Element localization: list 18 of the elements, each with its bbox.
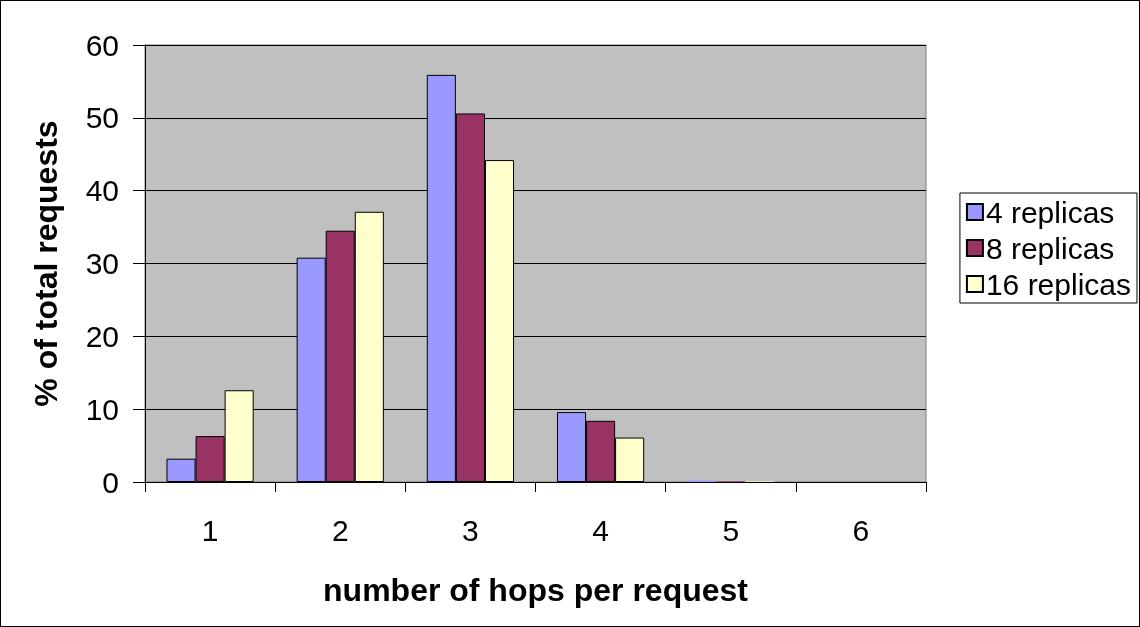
y-tick-label: 50 bbox=[85, 101, 119, 135]
legend-label: 8 replicas bbox=[985, 231, 1115, 265]
x-tick-label: 5 bbox=[722, 513, 740, 547]
y-tick-label: 30 bbox=[85, 247, 119, 280]
y-tick-label: 20 bbox=[85, 319, 119, 353]
x-tick-label: 6 bbox=[852, 513, 870, 547]
x-tick-label: 3 bbox=[462, 513, 479, 547]
y-tick-label: 60 bbox=[85, 28, 119, 62]
legend-label: 16 replicas bbox=[985, 267, 1131, 301]
x-tick-label: 1 bbox=[201, 513, 219, 547]
y-axis-title: % of total requests bbox=[28, 120, 64, 407]
x-tick-label: 2 bbox=[331, 513, 349, 547]
x-axis-title: number of hops per request bbox=[323, 572, 749, 608]
legend-label: 4 replicas bbox=[985, 195, 1115, 229]
x-tick-label: 4 bbox=[592, 513, 609, 547]
y-tick-label: 0 bbox=[102, 465, 119, 499]
y-tick-label: 40 bbox=[85, 174, 119, 208]
y-tick-label: 10 bbox=[85, 392, 119, 426]
